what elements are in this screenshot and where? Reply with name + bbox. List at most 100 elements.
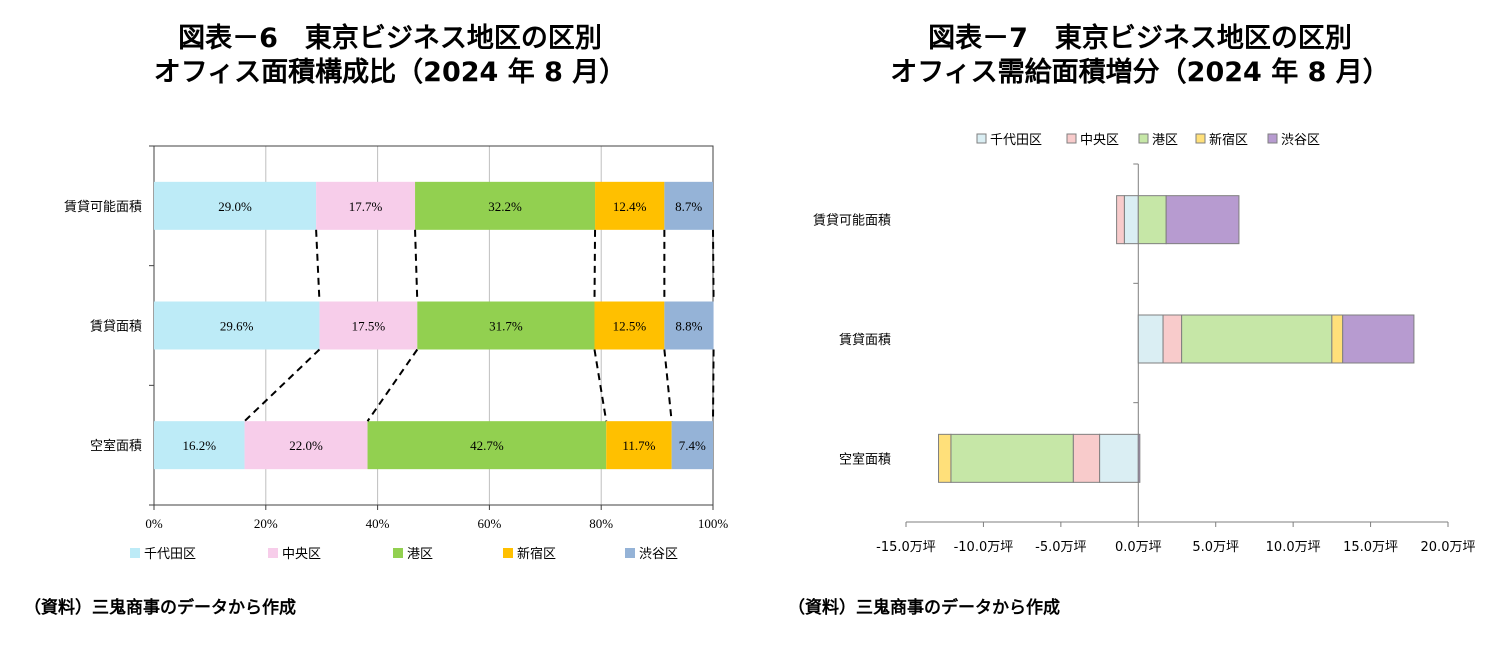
left-chart: 0% 20% 40% 60% 80% 100% 賃貸可能面積 29.0% 17.7% 32.2% 1…	[64, 145, 729, 562]
right-bar-segment	[1181, 314, 1333, 364]
left-connector-line	[243, 348, 321, 422]
left-title-line1: 図表－6 東京ビジネス地区の区別	[178, 23, 602, 54]
left-connector-line	[315, 229, 321, 302]
left-data-label: 22.0%	[289, 438, 323, 453]
left-data-label: 16.2%	[182, 438, 216, 453]
right-legend-swatch	[1138, 133, 1149, 144]
left-bar-segment	[417, 301, 595, 350]
left-bar-segment	[154, 181, 317, 230]
right-bar-segment	[938, 433, 952, 483]
left-bar-segment	[664, 301, 714, 350]
left-legend-swatch	[625, 548, 635, 558]
left-data-label: 31.7%	[489, 319, 523, 334]
right-bar-segment	[1123, 195, 1139, 245]
left-chart-title: 図表－6 東京ビジネス地区の区別 オフィス面積構成比（2024 年 8 月）	[40, 22, 740, 90]
left-data-label: 8.7%	[675, 199, 702, 214]
right-title-line2: オフィス需給面積増分（2024 年 8 月）	[890, 57, 1390, 88]
right-legend-label: 中央区	[1080, 133, 1119, 148]
right-bar-segment	[1116, 195, 1125, 245]
left-legend-swatch	[393, 548, 403, 558]
left-data-label: 29.0%	[218, 199, 252, 214]
right-chart-title: 図表－7 東京ビジネス地区の区別 オフィス需給面積増分（2024 年 8 月）	[800, 22, 1480, 90]
right-bar-segment	[1099, 433, 1139, 483]
left-connector-line	[663, 349, 673, 422]
left-data-label: 29.6%	[220, 319, 254, 334]
right-chart: -15.0万坪 -10.0万坪 -5.0万坪 0.0万坪 5.0万坪 10.0万坪 15.0…	[813, 132, 1475, 555]
right-category-label: 賃貸面積	[839, 332, 891, 348]
right-legend-label: 千代田区	[990, 133, 1042, 148]
left-bar-segment	[415, 181, 596, 230]
left-bar-segment	[367, 421, 607, 470]
left-legend: 千代田区 中央区 港区 新宿区 渋谷区	[130, 546, 678, 562]
right-category-label: 空室面積	[839, 451, 891, 467]
right-source-note: （資料）三鬼商事のデータから作成	[788, 598, 1060, 618]
left-x-tick-label: 80%	[589, 516, 613, 531]
left-legend-label: 渋谷区	[639, 547, 678, 562]
left-x-tick-label: 60%	[477, 516, 501, 531]
left-legend-label: 中央区	[282, 547, 321, 562]
left-connector-line	[593, 349, 608, 422]
left-title-line2: オフィス面積構成比（2024 年 8 月）	[153, 57, 627, 88]
left-connector-line	[366, 348, 419, 422]
left-connector-line	[593, 229, 597, 302]
left-bar-segment	[595, 181, 665, 230]
right-legend-label: 港区	[1152, 133, 1178, 148]
left-data-label: 42.7%	[470, 438, 504, 453]
left-data-label: 8.8%	[675, 319, 702, 334]
left-data-label: 12.4%	[613, 199, 647, 214]
left-legend-swatch	[503, 548, 513, 558]
left-connector-line	[414, 229, 419, 302]
right-x-tick-label: -5.0万坪	[1035, 540, 1086, 555]
right-bar-segment	[1165, 195, 1240, 245]
right-x-tick-label: -15.0万坪	[876, 540, 936, 555]
left-x-tick-label: 40%	[366, 516, 390, 531]
left-bar-segment	[316, 181, 416, 230]
left-data-label: 7.4%	[679, 438, 706, 453]
left-category-label: 賃貸可能面積	[64, 199, 142, 215]
right-x-tick-label: 0.0万坪	[1115, 540, 1162, 555]
right-x-tick-label: 5.0万坪	[1192, 540, 1239, 555]
left-x-tick-label: 0%	[145, 516, 163, 531]
right-bar-segment	[1331, 314, 1344, 364]
right-legend-label: 新宿区	[1209, 132, 1248, 148]
right-x-tick-label: -10.0万坪	[954, 540, 1014, 555]
right-bar-segment	[1072, 433, 1101, 483]
left-bar-segment	[594, 301, 665, 350]
right-category-label: 賃貸可能面積	[813, 213, 891, 229]
left-bar-segment	[244, 421, 368, 470]
right-bar-segment	[950, 433, 1074, 483]
left-data-label: 17.7%	[349, 199, 383, 214]
right-bar-segment	[1137, 195, 1167, 245]
left-data-label: 11.7%	[622, 438, 655, 453]
right-bar-segment	[1342, 314, 1415, 364]
left-bar-segment	[154, 301, 320, 350]
right-x-tick-label: 10.0万坪	[1266, 540, 1321, 555]
left-legend-label: 千代田区	[144, 547, 196, 562]
left-legend-label: 新宿区	[517, 546, 556, 562]
right-bar-segment	[1137, 314, 1164, 364]
right-legend-swatch	[1195, 133, 1206, 144]
right-bar-segment	[1162, 314, 1183, 364]
left-legend-swatch	[130, 548, 140, 558]
left-bar-segment	[319, 301, 418, 350]
left-bar-segment	[671, 421, 713, 470]
left-data-label: 17.5%	[352, 319, 386, 334]
left-legend-label: 港区	[407, 547, 433, 562]
left-legend-swatch	[268, 548, 278, 558]
left-bar-segment	[664, 181, 713, 230]
right-legend-swatch	[1267, 133, 1278, 144]
left-data-label: 12.5%	[613, 319, 647, 334]
left-bar-segment	[154, 421, 245, 470]
left-x-tick-label: 20%	[254, 516, 278, 531]
right-legend-swatch	[1066, 133, 1077, 144]
right-x-tick-label: 15.0万坪	[1343, 540, 1398, 555]
right-bar-segment	[1137, 433, 1141, 483]
right-x-tick-label: 20.0万坪	[1421, 540, 1476, 555]
right-legend-swatch	[976, 133, 987, 144]
left-category-label: 空室面積	[90, 438, 142, 454]
left-x-tick-label: 100%	[698, 516, 729, 531]
right-legend-label: 渋谷区	[1281, 133, 1320, 148]
right-title-line1: 図表－7 東京ビジネス地区の区別	[928, 23, 1352, 54]
left-data-label: 32.2%	[488, 199, 522, 214]
